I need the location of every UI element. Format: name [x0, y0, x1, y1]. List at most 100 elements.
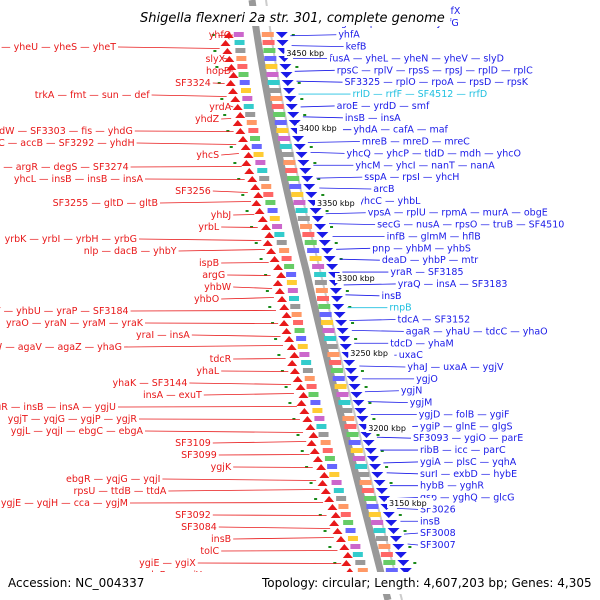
forward-gene-arrow [317, 480, 328, 486]
left-leader-line [233, 466, 313, 468]
gc-tick [364, 386, 368, 388]
left-leader-line [168, 489, 320, 492]
left-gene-label: yrbL [198, 222, 220, 233]
gc-tick [376, 434, 380, 436]
left-leader-line [178, 249, 265, 252]
cog-category-box [383, 560, 396, 565]
cog-category-box [325, 344, 338, 349]
right-leader-line [300, 105, 335, 108]
left-leader-line [221, 118, 232, 120]
left-leader-line [221, 226, 258, 228]
forward-gene-arrow [312, 456, 323, 462]
cog-category-box [322, 328, 335, 333]
left-gene-label: yhaK — SF3144 [112, 378, 187, 389]
left-leader-line [123, 345, 283, 348]
forward-gene-arrow [341, 560, 352, 566]
right-gene-label: insB [420, 516, 440, 527]
right-gene-label: infB — glmM — hflB [387, 231, 481, 242]
cog-category-box [237, 64, 248, 69]
reverse-gene-arrow [293, 144, 306, 150]
forward-gene-arrow [235, 112, 246, 118]
right-gene-label: secG — nusA — rpsO — truB — SF4510 [377, 220, 564, 231]
forward-gene-arrow [309, 448, 320, 454]
cog-category-box [279, 144, 292, 149]
forward-gene-arrow [329, 520, 340, 526]
reverse-gene-arrow [350, 392, 363, 398]
forward-gene-arrow [266, 248, 277, 254]
left-gene-label: yraO — yraN — yraM — yraK [6, 318, 144, 329]
gc-tick [220, 98, 224, 100]
right-gene-label: SF3008 [420, 528, 456, 539]
scale-labels: 3450 kbp 3400 kbp 3350 kbp 3300 kbp 3250 kbp… [284, 48, 434, 508]
accession-label: Accession: NC_004337 [8, 576, 144, 590]
cog-category-box [308, 392, 319, 397]
right-leader-line [345, 294, 380, 297]
forward-gene-arrow [277, 296, 288, 302]
left-gene-label: rpoD — dnaG — ygjE — yqjH — cca — ygjM [0, 498, 128, 509]
reverse-gene-arrow [373, 480, 386, 486]
left-gene-label: yhcL — insB — insB — insA [14, 174, 144, 185]
cog-category-box [320, 440, 331, 445]
forward-gene-arrow [308, 432, 319, 438]
cog-category-box [312, 408, 323, 413]
right-leader-line [376, 436, 411, 439]
cog-category-box [343, 520, 354, 525]
left-gene-label: tdcR [210, 354, 232, 365]
gc-tick [303, 114, 307, 116]
gc-tick [314, 498, 318, 500]
cog-category-box [346, 432, 359, 437]
right-leader-line [336, 247, 371, 250]
right-leader-line [307, 141, 360, 143]
right-gene-label: ygiA — plsC — yqhA [420, 457, 517, 468]
left-leader-line [233, 286, 273, 289]
cog-category-box [259, 176, 270, 181]
right-leader-line [296, 80, 343, 83]
gc-tick [288, 402, 292, 404]
left-gene-label: yraI — insA [136, 330, 190, 341]
forward-gene-arrow [279, 320, 290, 326]
left-gene-label: ygjQ — yqjA — exuR — insB — insA — ygjU [0, 402, 116, 413]
reverse-gene-arrow [348, 384, 361, 390]
gc-tick [325, 210, 329, 212]
right-gene-label: aroE — yrdD — smf [337, 101, 430, 112]
reverse-gene-arrow [352, 400, 365, 406]
reverse-gene-arrow [303, 184, 316, 190]
right-gene-labels: yhfU — yhfV — yhfW — yhfXargD — pabA — f… [324, 6, 564, 551]
forward-gene-arrow [264, 232, 275, 238]
cog-category-box [267, 80, 280, 85]
right-gene-label: kefB [346, 42, 367, 53]
left-leader-line [221, 262, 269, 264]
forward-gene-arrow [232, 120, 243, 126]
gc-tick [280, 370, 284, 372]
left-leader-line [222, 70, 234, 72]
right-leader-line [351, 330, 404, 332]
cog-category-box [267, 208, 278, 213]
cog-category-box [286, 280, 297, 285]
cog-category-box [318, 304, 331, 309]
cog-category-box [273, 112, 286, 117]
cog-category-box [293, 320, 304, 325]
cog-category-box [345, 528, 356, 533]
forward-gene-arrow [316, 464, 327, 470]
gc-tick [284, 386, 288, 388]
cog-category-box [291, 192, 304, 197]
left-leader-line [212, 190, 248, 193]
left-leader-line [233, 214, 255, 216]
cog-category-box [329, 472, 340, 477]
gc-tick [254, 242, 258, 244]
right-gene-label: agaR — yhaU — tdcC — yhaO [406, 326, 548, 337]
reverse-gene-arrow [279, 64, 292, 70]
cog-category-box [264, 56, 277, 61]
gc-tick [305, 466, 309, 468]
forward-gene-arrow [289, 352, 300, 358]
forward-gene-arrow [261, 224, 272, 230]
reverse-gene-arrow [366, 456, 379, 462]
gc-tick [245, 210, 249, 212]
forward-gene-arrow [240, 144, 251, 150]
right-gene-label: tdcD — yhaM [390, 338, 454, 349]
cog-category-box [304, 240, 317, 245]
cog-category-box [281, 256, 292, 261]
cog-category-box [248, 128, 259, 133]
left-leader-line [144, 430, 304, 433]
forward-gene-arrow [324, 496, 335, 502]
